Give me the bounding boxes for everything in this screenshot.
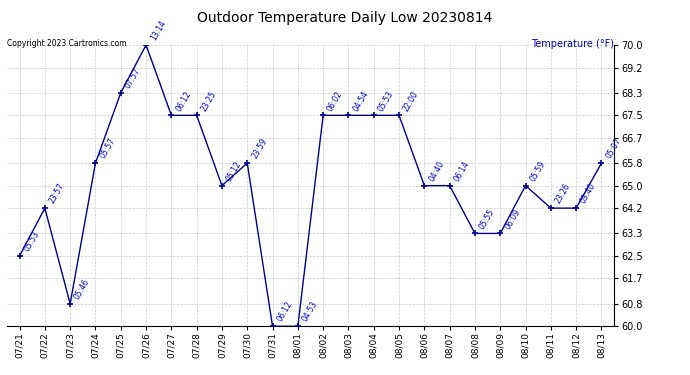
Text: 06:12: 06:12 [174,89,193,112]
Text: 23:26: 23:26 [553,182,572,206]
Text: 04:54: 04:54 [351,89,370,112]
Text: 23:57: 23:57 [48,182,66,206]
Text: 05:46: 05:46 [73,278,92,301]
Text: 05:53: 05:53 [377,89,395,112]
Text: 23:25: 23:25 [199,89,218,112]
Text: 07:57: 07:57 [124,66,142,90]
Text: 06:09: 06:09 [503,207,522,231]
Text: 06:14: 06:14 [453,159,471,183]
Text: 05:12: 05:12 [225,159,244,183]
Text: Temperature (°F): Temperature (°F) [531,39,614,50]
Text: 06:12: 06:12 [275,300,294,324]
Text: 04:53: 04:53 [301,300,319,324]
Text: 05:59: 05:59 [529,159,547,183]
Text: 05:57: 05:57 [98,137,117,160]
Text: Outdoor Temperature Daily Low 20230814: Outdoor Temperature Daily Low 20230814 [197,11,493,25]
Text: 13:14: 13:14 [149,19,168,42]
Text: 03:40: 03:40 [579,182,598,206]
Text: 06:02: 06:02 [326,89,345,112]
Text: 05:07: 05:07 [604,137,623,160]
Text: 05:55: 05:55 [477,207,497,231]
Text: Copyright 2023 Cartronics.com: Copyright 2023 Cartronics.com [7,39,126,48]
Text: 04:40: 04:40 [427,159,446,183]
Text: 05:53: 05:53 [22,230,41,253]
Text: 23:59: 23:59 [250,137,269,160]
Text: 22:00: 22:00 [402,89,420,112]
